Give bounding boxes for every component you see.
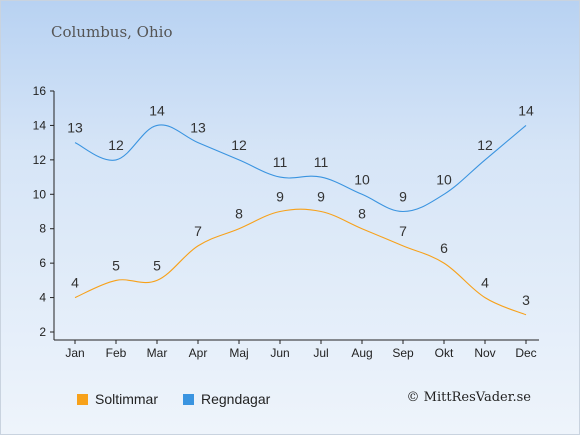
- y-tick-label: 2: [39, 325, 46, 339]
- data-label-soltimmar: 7: [399, 223, 407, 239]
- legend-label-soltimmar: Soltimmar: [95, 391, 159, 407]
- data-label-soltimmar: 8: [235, 206, 243, 222]
- data-labels: 4 5 5 7 8 9 9 8 7 6 4 3 13 12 14 13 12 11 11 10 9 10 12 14: [67, 102, 534, 307]
- data-label-regndagar: 14: [518, 102, 534, 118]
- x-tick-label: Nov: [474, 346, 495, 360]
- series-line-soltimmar: [74, 208, 527, 316]
- x-tick-label: Maj: [229, 346, 248, 360]
- data-label-soltimmar: 4: [71, 275, 79, 291]
- series-line-regndagar: [74, 124, 527, 213]
- x-tick-label: Okt: [435, 346, 454, 360]
- data-label-soltimmar: 7: [194, 223, 202, 239]
- x-tick-label: Feb: [106, 346, 127, 360]
- y-tick-label: 12: [33, 153, 47, 167]
- legend-item-soltimmar: Soltimmar: [77, 391, 158, 407]
- data-label-regndagar: 11: [273, 154, 288, 170]
- data-label-soltimmar: 9: [276, 189, 284, 205]
- y-tick-label: 10: [33, 187, 47, 201]
- data-label-soltimmar: 4: [481, 275, 489, 291]
- data-label-regndagar: 13: [67, 120, 83, 136]
- axes: 2 4 6 8 10 12 14 16 Jan Feb Mar Apr Maj Jun Jul Aug Sep O…: [33, 84, 539, 360]
- credit-text: © MittResVader.se: [406, 390, 531, 405]
- legend-label-regndagar: Regndagar: [201, 391, 271, 407]
- x-tick-label: Jun: [270, 346, 289, 360]
- data-label-regndagar: 11: [314, 154, 329, 170]
- data-label-regndagar: 13: [190, 120, 206, 136]
- data-label-regndagar: 10: [436, 171, 452, 187]
- y-tick-label: 16: [33, 84, 47, 98]
- legend-swatch-soltimmar: [77, 394, 88, 405]
- x-tick-label: Apr: [189, 346, 208, 360]
- legend-item-regndagar: Regndagar: [183, 391, 270, 407]
- data-label-soltimmar: 3: [522, 292, 530, 308]
- x-tick-label: Aug: [351, 346, 372, 360]
- x-tick-label: Jan: [65, 346, 84, 360]
- data-label-soltimmar: 5: [153, 257, 161, 273]
- legend-swatch-regndagar: [183, 394, 194, 405]
- x-tick-label: Jul: [313, 346, 328, 360]
- y-tick-label: 6: [39, 256, 46, 270]
- x-tick-label: Sep: [392, 346, 414, 360]
- y-tick-label: 4: [39, 291, 46, 305]
- data-label-regndagar: 9: [399, 189, 407, 205]
- y-tick-label: 14: [33, 118, 47, 132]
- x-tick-label: Mar: [147, 346, 168, 360]
- x-tick-label: Dec: [515, 346, 536, 360]
- data-label-regndagar: 14: [149, 102, 165, 118]
- data-label-regndagar: 12: [477, 137, 493, 153]
- data-label-regndagar: 12: [108, 137, 124, 153]
- data-label-soltimmar: 9: [317, 189, 325, 205]
- data-label-regndagar: 12: [231, 137, 247, 153]
- y-tick-label: 8: [39, 222, 46, 236]
- series-lines: [74, 124, 527, 316]
- chart-title: Columbus, Ohio: [51, 23, 173, 41]
- data-label-regndagar: 10: [354, 171, 370, 187]
- data-label-soltimmar: 6: [440, 240, 448, 256]
- data-label-soltimmar: 8: [358, 206, 366, 222]
- data-label-soltimmar: 5: [112, 257, 120, 273]
